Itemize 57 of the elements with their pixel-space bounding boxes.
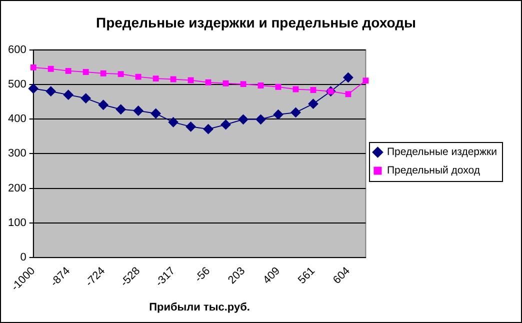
y-tick-label: 100 [8,216,26,229]
point [222,80,229,86]
point [362,78,369,84]
point [168,117,178,128]
y-tick-label: 0 [20,252,26,264]
point [308,98,318,109]
x-tick-label: 561 [296,265,318,286]
x-axis-title: Прибыли тыс.руб. [149,301,250,314]
point [118,71,124,78]
point [150,108,161,119]
point [100,70,106,76]
x-tick-label: -528 [118,265,143,290]
point [256,114,266,124]
x-tick-label: -874 [48,265,73,290]
point [290,107,301,118]
y-tick-label: 200 [8,182,26,194]
point [240,81,246,88]
point [152,76,159,82]
point [258,82,264,88]
legend-label: Предельный доход [386,164,480,177]
x-tick-label: 604 [331,265,352,286]
x-tick-label: -724 [84,265,108,290]
chart-title: Предельные издержки и предельные доходы [96,14,416,30]
point [28,84,38,94]
point [48,66,54,72]
point [65,68,72,74]
point [275,84,282,90]
point [343,72,354,83]
y-tick-label: 600 [8,44,26,56]
point [116,104,126,114]
point [98,100,108,110]
point [220,120,231,130]
x-tick-label: -317 [153,265,178,290]
point [170,76,176,82]
x-tick-label: -56 [192,265,213,285]
point [186,122,196,132]
x-tick-label: 409 [261,265,283,286]
legend-label: Предельные издержки [386,146,498,158]
point [345,91,352,98]
point [205,79,212,86]
point [135,74,142,80]
x-tick-label: 203 [226,265,248,286]
point [46,86,56,96]
point [292,86,299,92]
point [203,124,214,134]
point [80,93,91,104]
point [273,110,284,120]
y-tick-label: 500 [8,78,26,90]
point [238,114,248,124]
point [188,77,194,84]
point [30,64,36,70]
y-tick-label: 400 [8,113,26,126]
point [63,90,74,100]
point [310,86,316,93]
y-tick-label: 300 [8,148,26,160]
point [82,68,89,75]
point [133,106,144,116]
